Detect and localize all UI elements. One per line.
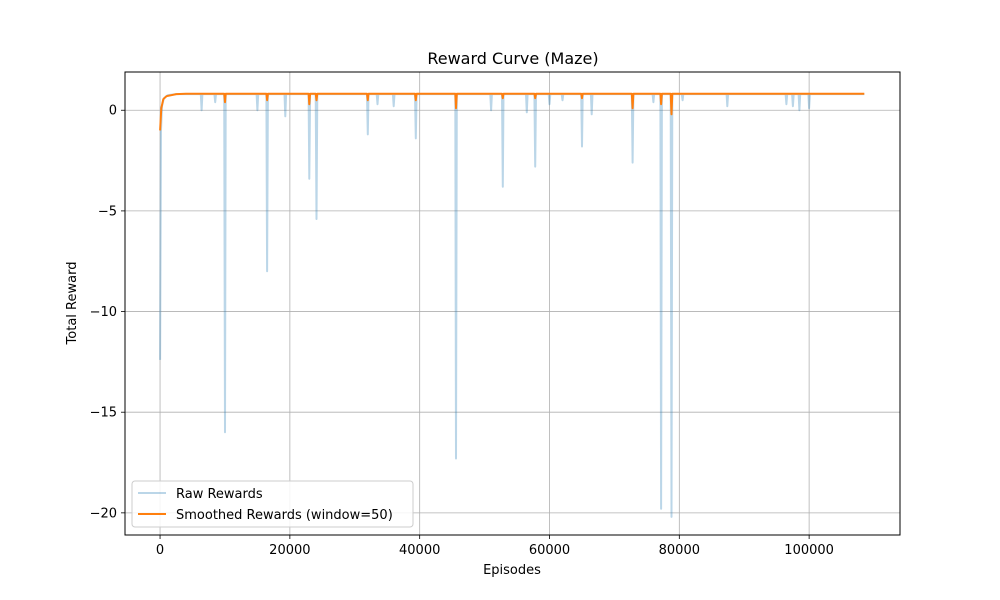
chart-title: Reward Curve (Maze) bbox=[427, 49, 598, 68]
x-tick-label: 40000 bbox=[399, 543, 440, 558]
axis-ticks: 0 20000 40000 60000 80000 100000 0 −5 −10 −15 −20 bbox=[90, 104, 834, 558]
y-tick-label: −10 bbox=[90, 305, 117, 320]
series-group bbox=[159, 92, 865, 518]
y-axis-label: Total Reward bbox=[65, 262, 80, 346]
y-tick-label: −15 bbox=[90, 406, 117, 421]
smoothed-rewards-line bbox=[159, 92, 865, 131]
y-tick-label: −20 bbox=[90, 506, 117, 521]
y-tick-label: −5 bbox=[98, 204, 117, 219]
raw-rewards-line bbox=[159, 93, 865, 518]
x-axis-label: Episodes bbox=[483, 563, 541, 578]
legend-label-smoothed-rewards: Smoothed Rewards (window=50) bbox=[176, 508, 393, 523]
plot-frame bbox=[124, 71, 901, 536]
legend-label-raw-rewards: Raw Rewards bbox=[176, 487, 263, 502]
x-tick-label: 0 bbox=[156, 543, 164, 558]
legend: Raw Rewards Smoothed Rewards (window=50) bbox=[131, 480, 414, 528]
legend-box bbox=[131, 480, 414, 528]
x-tick-label: 60000 bbox=[529, 543, 570, 558]
y-tick-label: 0 bbox=[109, 104, 117, 119]
grid-lines bbox=[125, 72, 900, 535]
x-tick-label: 80000 bbox=[659, 543, 700, 558]
x-tick-label: 20000 bbox=[269, 543, 310, 558]
x-tick-label: 100000 bbox=[784, 543, 834, 558]
